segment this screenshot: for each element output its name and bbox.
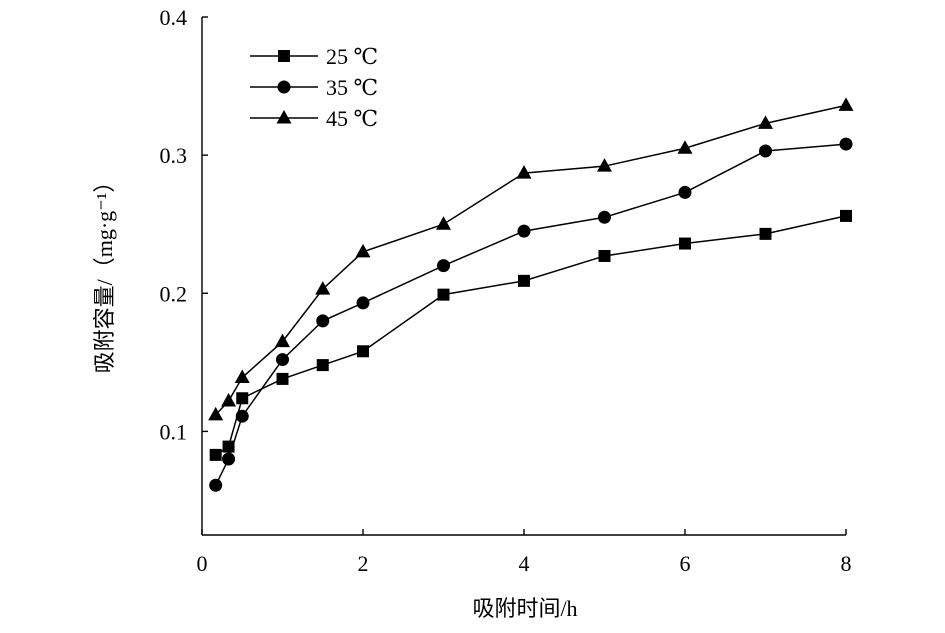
x-tick-label-2: 4 xyxy=(519,551,530,576)
legend-entry-1: 35 ℃ xyxy=(250,75,378,100)
data-point-series-1-3 xyxy=(276,353,289,367)
data-point-series-2-0 xyxy=(208,406,224,421)
data-point-series-0-0 xyxy=(209,448,222,461)
data-point-series-1-10 xyxy=(759,144,772,158)
data-point-series-1-9 xyxy=(678,185,692,199)
legend-marker-circle-icon xyxy=(277,80,291,94)
x-axis-title: 吸附时间/h xyxy=(472,596,577,621)
x-tick-label-4: 8 xyxy=(841,551,852,576)
legend-label-2: 45 ℃ xyxy=(326,106,378,131)
data-point-series-2-9 xyxy=(677,140,693,154)
data-point-series-0-2 xyxy=(236,392,249,405)
data-point-series-1-2 xyxy=(235,409,249,423)
series-line-1 xyxy=(215,143,847,486)
data-point-series-0-3 xyxy=(276,372,289,385)
y-tick-label-3: 0.4 xyxy=(160,5,188,30)
data-point-series-0-10 xyxy=(759,227,772,240)
legend-entry-0: 25 ℃ xyxy=(250,44,378,69)
legend-entry-2: 45 ℃ xyxy=(250,106,378,131)
x-tick-label-0: 0 xyxy=(197,551,208,576)
data-point-series-0-7 xyxy=(518,274,530,287)
series-0 xyxy=(209,209,852,461)
data-point-series-0-8 xyxy=(598,249,611,262)
series-line-0 xyxy=(215,215,847,456)
axis-ticks: 0 2 4 6 8 0.1 0.2 0.3 0.4 xyxy=(160,5,852,576)
data-point-series-1-8 xyxy=(598,210,611,224)
data-point-series-2-4 xyxy=(315,281,331,295)
y-tick-label-1: 0.2 xyxy=(160,281,188,306)
data-point-series-1-4 xyxy=(316,314,330,328)
data-point-series-1-11 xyxy=(839,137,853,151)
data-point-series-2-1 xyxy=(221,393,237,407)
y-tick-label-2: 0.3 xyxy=(160,143,188,168)
data-point-series-2-2 xyxy=(234,369,250,384)
series-group xyxy=(208,97,854,492)
legend-label-1: 35 ℃ xyxy=(326,75,378,100)
x-tick-label-1: 2 xyxy=(358,551,369,576)
series-1 xyxy=(209,137,853,492)
data-point-series-0-6 xyxy=(437,288,450,301)
data-point-series-0-11 xyxy=(840,209,852,222)
data-point-series-2-10 xyxy=(758,115,773,129)
data-point-series-2-11 xyxy=(838,97,854,111)
data-point-series-2-8 xyxy=(597,158,612,172)
data-point-series-1-0 xyxy=(209,478,223,492)
data-point-series-0-4 xyxy=(316,359,329,372)
legend-marker-square-icon xyxy=(278,50,290,62)
legend-label-0: 25 ℃ xyxy=(326,44,378,69)
y-tick-label-0: 0.1 xyxy=(160,419,188,444)
x-tick-label-3: 6 xyxy=(680,551,691,576)
data-point-series-0-9 xyxy=(679,237,691,250)
legend: 25 ℃ 35 ℃ 45 ℃ xyxy=(250,44,378,131)
data-point-series-1-7 xyxy=(517,224,531,238)
data-point-series-1-1 xyxy=(222,452,236,466)
y-axis-title: 吸附容量/（mg·g⁻¹） xyxy=(92,171,117,374)
legend-marker-triangle-icon xyxy=(276,110,292,124)
data-point-series-0-5 xyxy=(357,345,369,358)
data-point-series-2-3 xyxy=(275,333,290,348)
series-line-2 xyxy=(215,104,847,416)
data-point-series-1-5 xyxy=(356,296,370,310)
data-point-series-2-6 xyxy=(436,216,451,230)
data-point-series-1-6 xyxy=(437,259,450,273)
data-point-series-2-5 xyxy=(355,243,371,258)
data-point-series-2-7 xyxy=(516,165,532,179)
series-2 xyxy=(208,97,854,421)
